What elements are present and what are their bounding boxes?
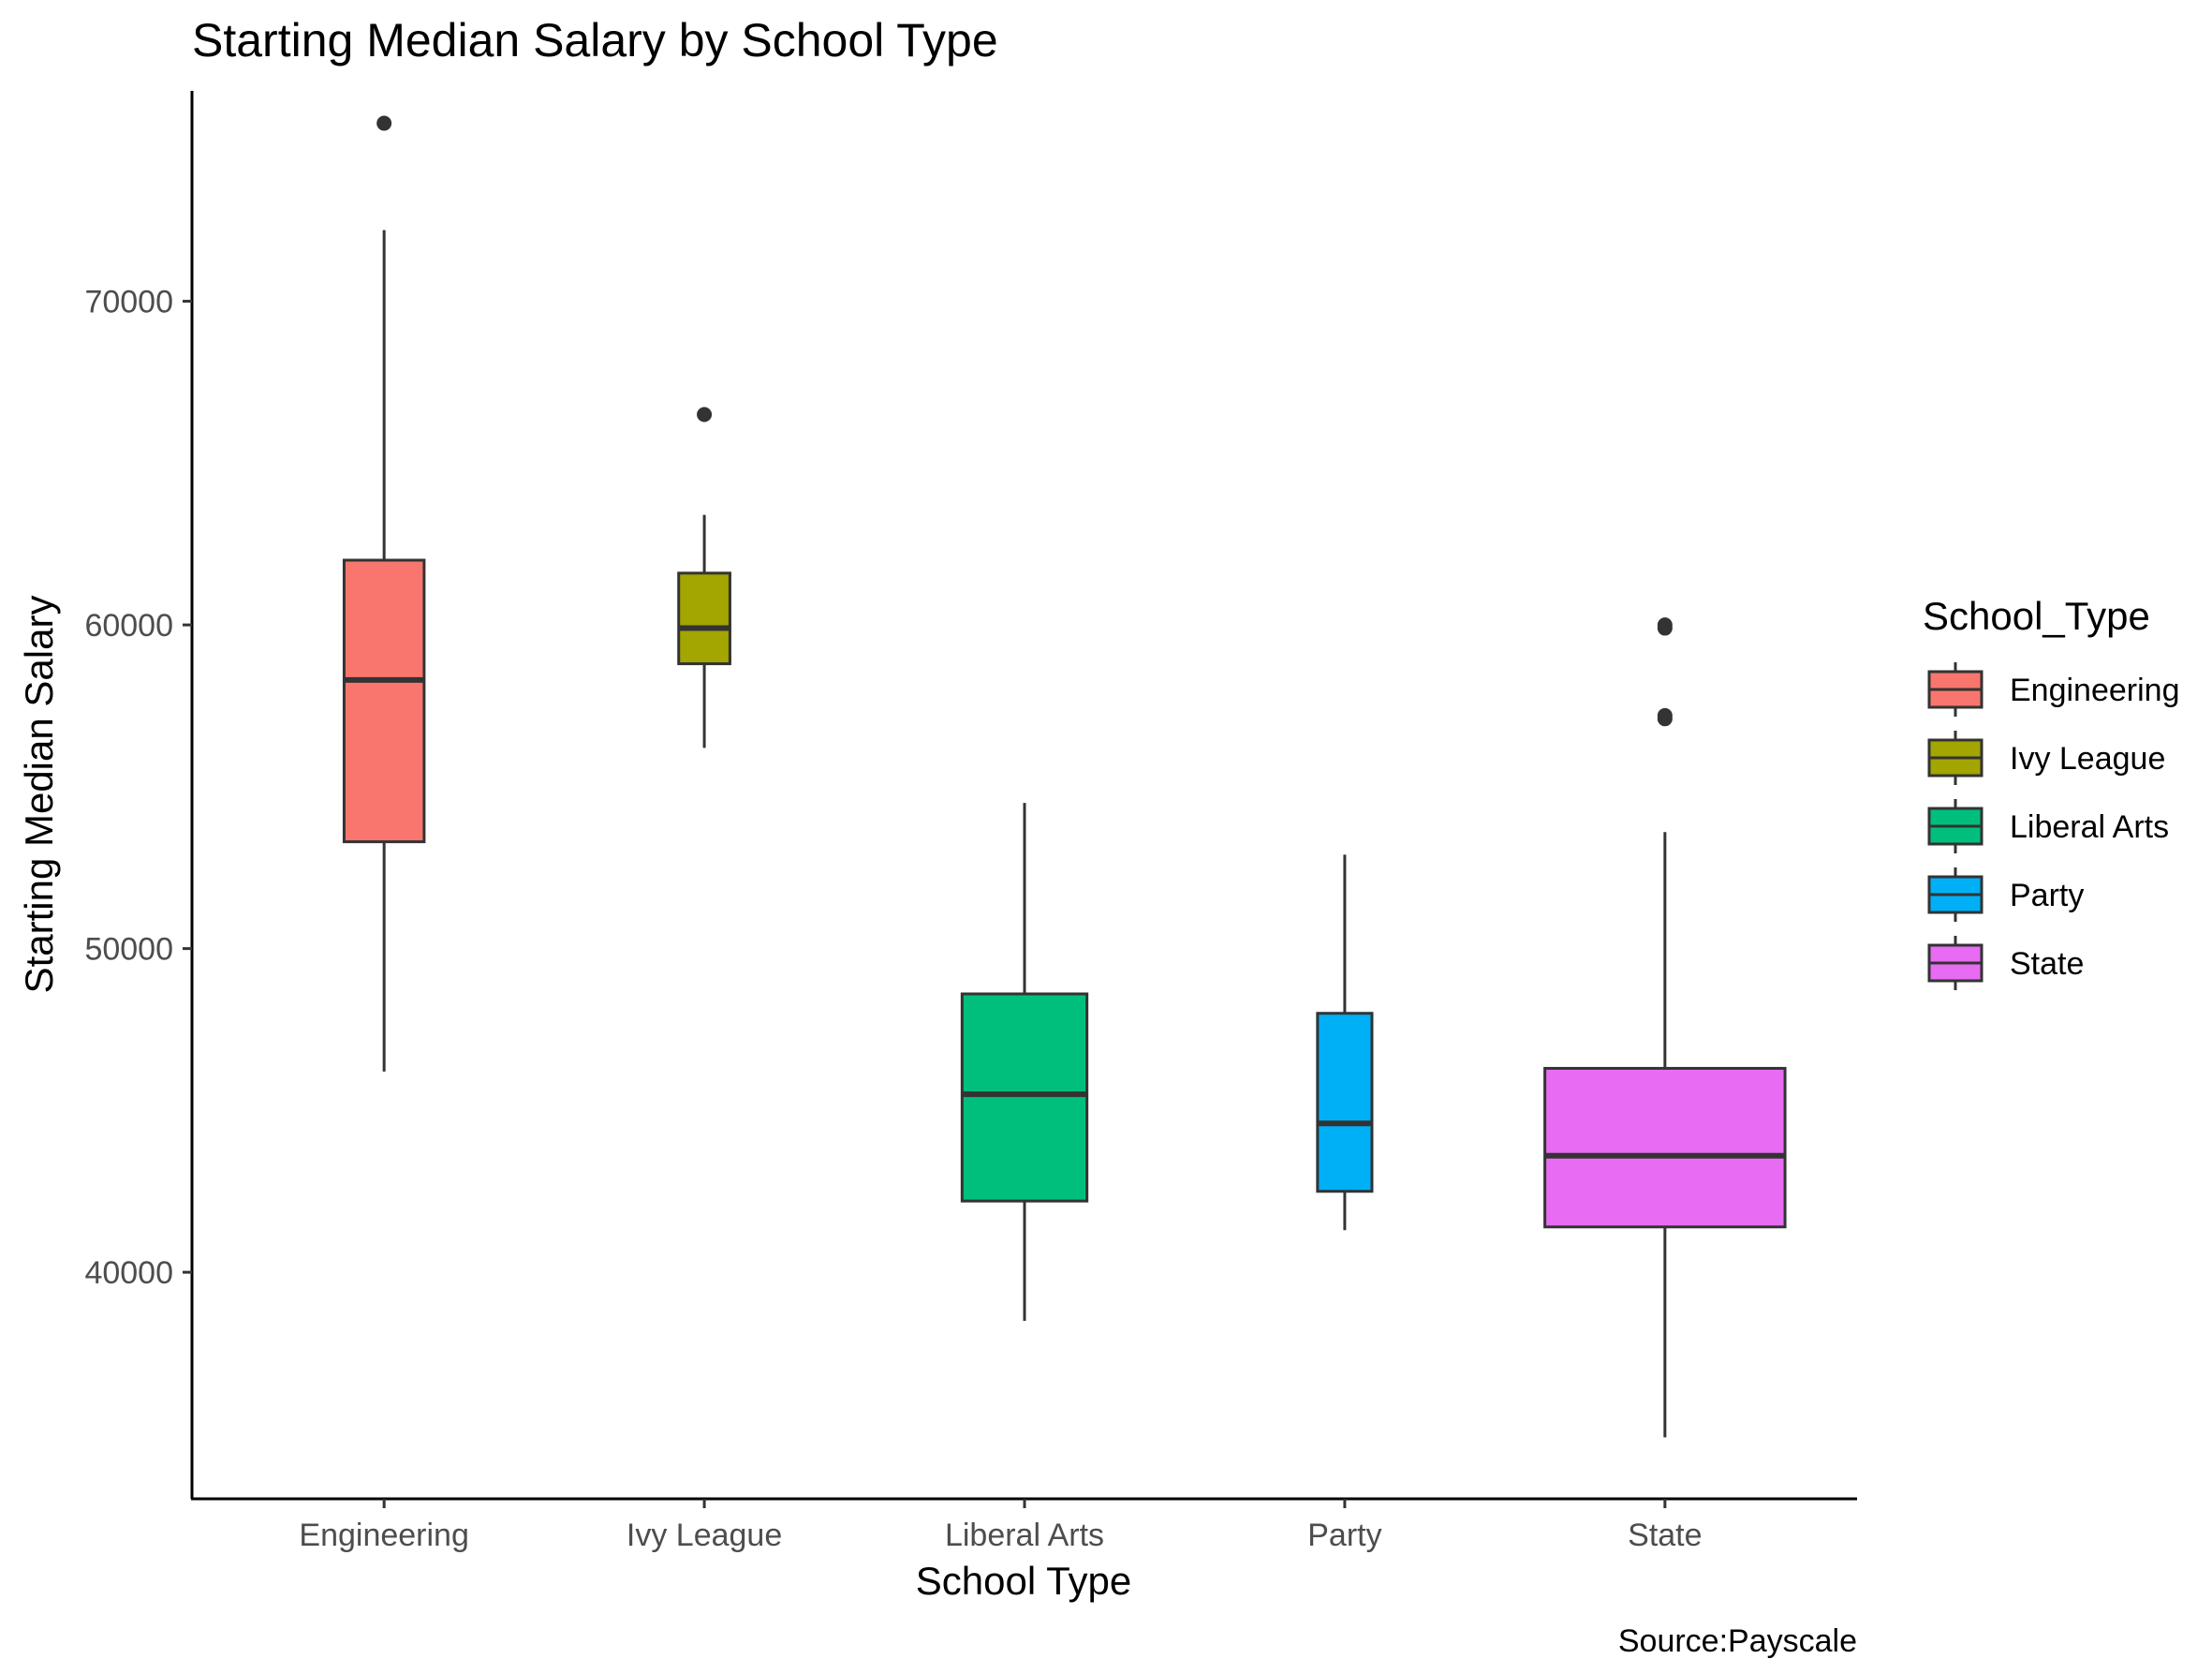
legend-item-party: Party xyxy=(1927,867,2084,922)
y-tick-label: 60000 xyxy=(84,608,173,644)
outlier-point xyxy=(1657,707,1673,723)
legend-label: Party xyxy=(2010,878,2084,913)
y-tick-label: 50000 xyxy=(84,932,173,968)
x-tick-label: Ivy League xyxy=(627,1518,782,1553)
outlier-point xyxy=(697,407,713,422)
chart-title: Starting Median Salary by School Type xyxy=(192,14,998,67)
legend-item-state: State xyxy=(1927,936,2084,990)
outlier-point xyxy=(1657,617,1673,633)
x-axis-label: School Type xyxy=(916,1559,1131,1603)
legend-item-liberal-arts: Liberal Arts xyxy=(1927,799,2169,853)
legend-label: Engineering xyxy=(2010,673,2179,708)
box-state xyxy=(1543,617,1787,1438)
box-iqr xyxy=(1316,1012,1374,1193)
x-tick-label: Liberal Arts xyxy=(945,1518,1104,1553)
box-liberal-arts xyxy=(960,803,1089,1321)
box-iqr xyxy=(677,571,731,666)
box-iqr xyxy=(960,992,1089,1203)
legend-title: School_Type xyxy=(1923,594,2150,638)
legend-label: State xyxy=(2010,946,2084,982)
box-engineering xyxy=(342,115,426,1072)
legend-label: Liberal Arts xyxy=(2010,809,2169,845)
box-iqr xyxy=(1543,1066,1787,1229)
box-iqr xyxy=(342,558,426,844)
y-axis-label: Starting Median Salary xyxy=(17,596,61,994)
x-tick-label: State xyxy=(1628,1518,1702,1553)
y-tick-label: 70000 xyxy=(84,285,173,320)
x-tick-label: Party xyxy=(1307,1518,1381,1553)
y-tick-label: 40000 xyxy=(84,1255,173,1291)
x-tick-label: Engineering xyxy=(299,1518,468,1553)
x-axis-ticks: Engineering Ivy League Liberal Arts Party St… xyxy=(299,1499,1703,1553)
outlier-point xyxy=(376,115,392,131)
legend-label: Ivy League xyxy=(2010,741,2165,777)
source-caption: Source:Payscale xyxy=(1618,1623,1857,1659)
box-ivy-league xyxy=(677,407,731,748)
legend-item-engineering: Engineering xyxy=(1927,662,2179,717)
y-axis-ticks: 40000 50000 60000 70000 xyxy=(84,285,192,1291)
legend: School_Type Engineering Ivy League Liberal… xyxy=(1923,594,2179,990)
box-party xyxy=(1316,854,1374,1231)
plot-area xyxy=(342,115,1787,1438)
legend-item-ivy-league: Ivy League xyxy=(1927,731,2165,785)
